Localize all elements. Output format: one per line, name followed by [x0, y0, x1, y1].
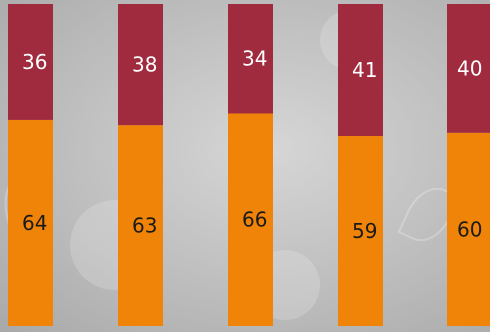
- bar-segment-1-series-1: [8, 119, 53, 326]
- bar-segment-1-series-2: [8, 4, 53, 120]
- bar-segment-3-series-2: [228, 4, 273, 114]
- data-label-1-series-2: 36: [22, 50, 47, 74]
- bar-segment-4-series-1: [338, 136, 383, 326]
- data-label-4-series-2: 41: [352, 58, 377, 82]
- bar-segment-5-series-2: [447, 4, 490, 133]
- data-label-2-series-2: 38: [132, 53, 157, 77]
- data-label-2-series-1: 63: [132, 214, 157, 238]
- data-label-3-series-1: 66: [242, 208, 267, 232]
- bar-segment-2-series-2: [118, 4, 163, 126]
- bar-segment-5-series-1: [447, 132, 490, 326]
- data-label-5-series-1: 60: [457, 217, 482, 241]
- data-label-5-series-2: 40: [457, 56, 482, 80]
- bar-segment-3-series-1: [228, 113, 273, 326]
- bar-segment-2-series-1: [118, 125, 163, 326]
- data-label-1-series-1: 64: [22, 211, 47, 235]
- data-label-3-series-2: 34: [242, 47, 267, 71]
- bar-segment-4-series-2: [338, 4, 383, 137]
- data-label-4-series-1: 59: [352, 219, 377, 243]
